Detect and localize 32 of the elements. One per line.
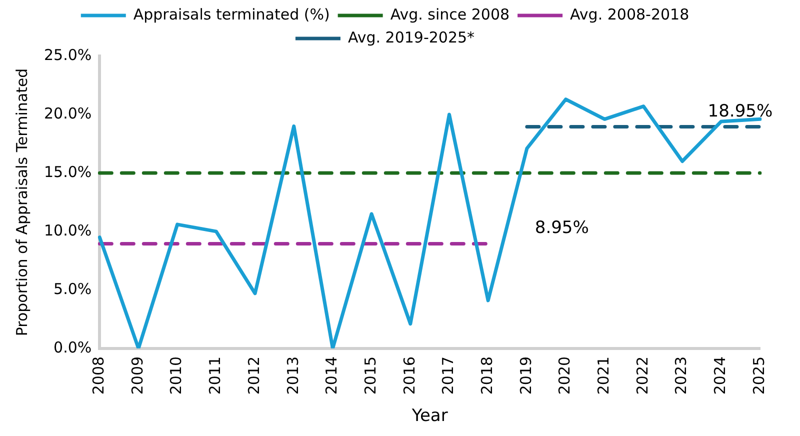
x-tick-label: 2009 — [128, 356, 146, 395]
x-tick-label: 2022 — [633, 356, 652, 395]
annotation: 8.95% — [534, 218, 589, 238]
legend-label: Avg. 2008-2018 — [570, 5, 690, 24]
legend-label: Appraisals terminated (%) — [133, 5, 330, 24]
y-tick-label: 20.0% — [44, 104, 92, 122]
x-tick-label: 2010 — [167, 356, 186, 395]
x-tick-label: 2014 — [322, 356, 341, 395]
legend-label: Avg. since 2008 — [390, 5, 510, 24]
y-tick-label: 25.0% — [44, 46, 92, 64]
x-tick-label: 2025 — [750, 356, 768, 395]
x-tick-label: 2012 — [244, 356, 263, 395]
x-tick-label: 2024 — [711, 356, 730, 395]
y-tick-label: 15.0% — [44, 162, 92, 181]
legend-label: Avg. 2019-2025* — [348, 28, 476, 46]
y-axis-title: Proportion of Appraisals Terminated — [12, 68, 31, 336]
y-tick-label: 0.0% — [54, 338, 92, 356]
x-tick-label: 2017 — [439, 356, 458, 395]
x-tick-label: 2011 — [206, 356, 224, 395]
x-tick-label: 2015 — [361, 356, 380, 395]
x-tick-label: 2018 — [478, 356, 496, 395]
y-tick-label: 10.0% — [44, 221, 92, 240]
x-tick-label: 2020 — [556, 356, 574, 395]
x-tick-label: 2008 — [90, 356, 108, 395]
x-axis-title: Year — [410, 406, 448, 426]
x-tick-label: 2013 — [284, 356, 302, 395]
x-tick-label: 2019 — [516, 356, 535, 395]
x-tick-label: 2016 — [400, 356, 418, 395]
x-tick-label: 2021 — [594, 356, 613, 395]
x-tick-label: 2023 — [672, 356, 690, 395]
y-tick-label: 5.0% — [54, 280, 92, 298]
annotation: 18.95% — [708, 101, 773, 122]
